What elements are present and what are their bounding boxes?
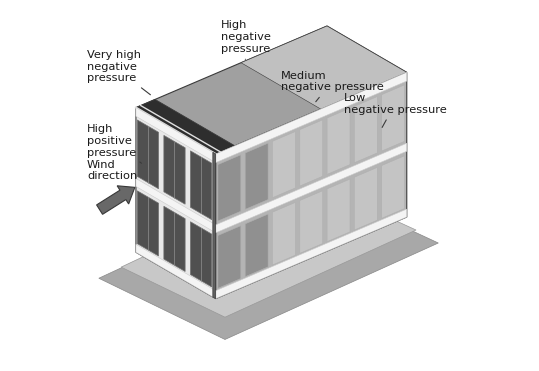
Polygon shape: [136, 178, 216, 233]
Polygon shape: [121, 180, 416, 317]
Polygon shape: [273, 131, 295, 198]
Polygon shape: [190, 222, 212, 287]
Text: Very high
negative
pressure: Very high negative pressure: [87, 50, 150, 95]
Polygon shape: [190, 151, 212, 220]
Polygon shape: [99, 182, 438, 339]
Polygon shape: [216, 72, 407, 299]
Text: High
positive
pressure: High positive pressure: [87, 124, 142, 163]
Polygon shape: [300, 191, 323, 253]
Polygon shape: [300, 120, 323, 186]
Polygon shape: [354, 167, 377, 230]
Polygon shape: [354, 96, 377, 163]
Polygon shape: [273, 203, 295, 265]
Polygon shape: [136, 108, 216, 299]
Polygon shape: [137, 120, 158, 189]
Text: High
negative
pressure: High negative pressure: [222, 20, 271, 59]
Polygon shape: [216, 72, 407, 162]
FancyArrow shape: [96, 186, 135, 214]
Polygon shape: [137, 191, 158, 256]
Text: Medium
negative pressure: Medium negative pressure: [281, 71, 383, 102]
Polygon shape: [136, 108, 216, 162]
Polygon shape: [164, 135, 185, 204]
Polygon shape: [382, 156, 405, 219]
Polygon shape: [382, 85, 405, 151]
Polygon shape: [245, 143, 268, 209]
Polygon shape: [213, 152, 216, 299]
Polygon shape: [136, 26, 407, 154]
Polygon shape: [164, 206, 185, 272]
Polygon shape: [216, 143, 407, 233]
Polygon shape: [241, 26, 407, 109]
Polygon shape: [218, 226, 241, 288]
Polygon shape: [327, 108, 350, 174]
Polygon shape: [218, 155, 241, 221]
Polygon shape: [216, 209, 407, 299]
Polygon shape: [245, 214, 268, 277]
Polygon shape: [327, 179, 350, 242]
Text: Wind
direction: Wind direction: [87, 160, 137, 181]
Polygon shape: [136, 244, 216, 299]
Text: Low
negative pressure: Low negative pressure: [344, 93, 446, 127]
Polygon shape: [136, 99, 235, 154]
